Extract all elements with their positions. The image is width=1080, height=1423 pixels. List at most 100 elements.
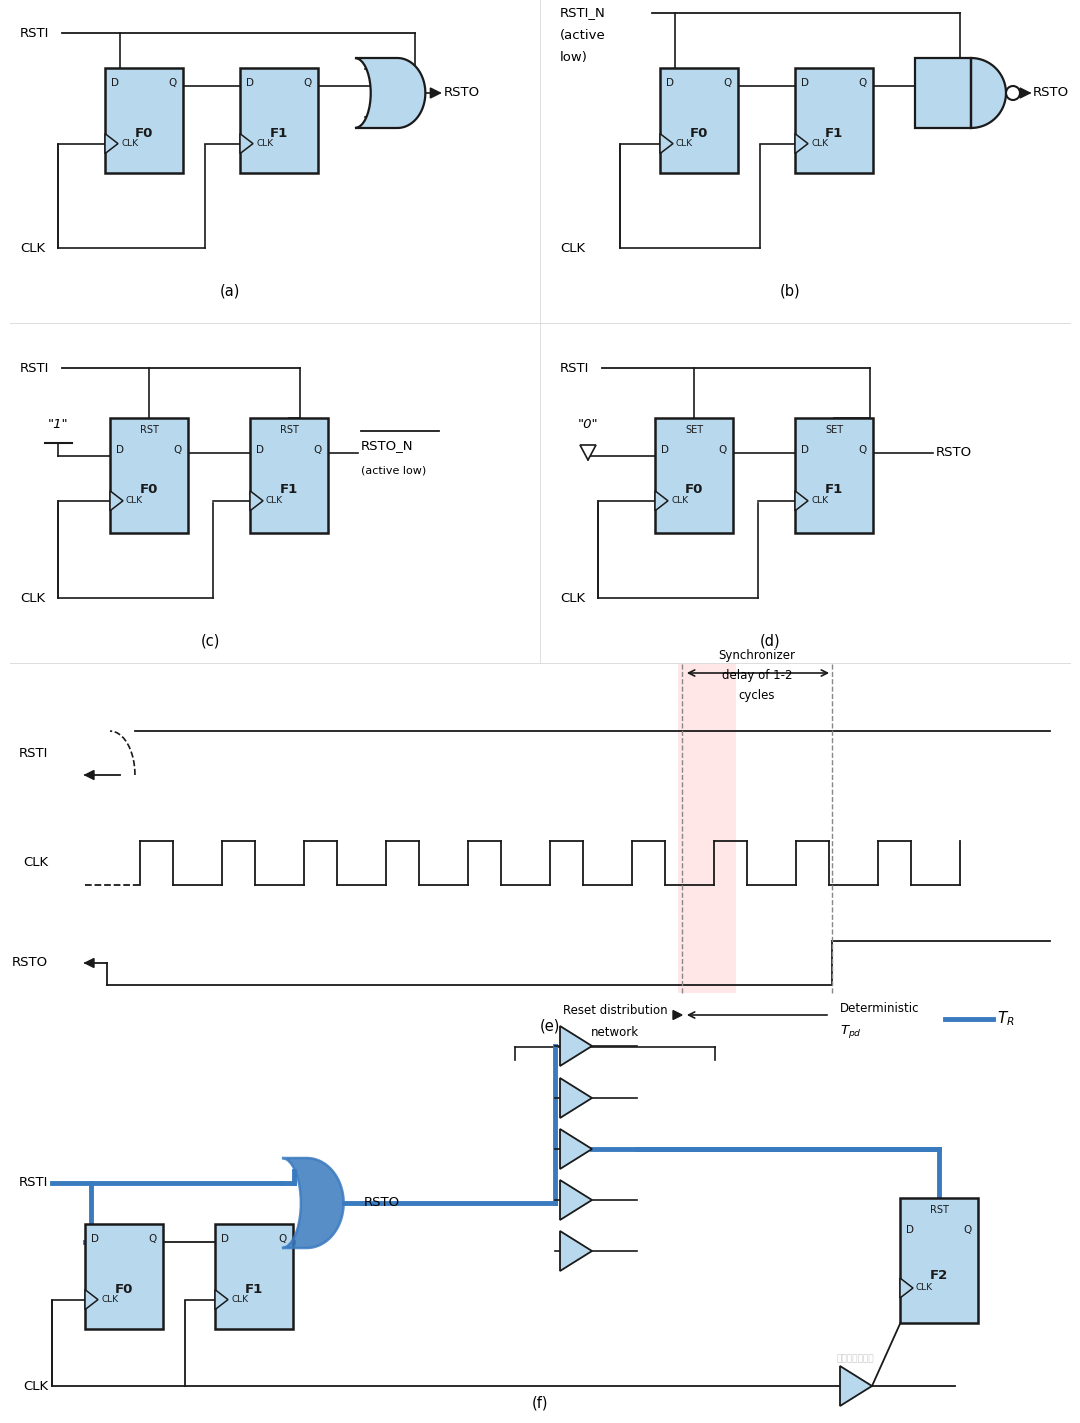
Text: F0: F0 — [139, 482, 158, 495]
Text: Reset distribution: Reset distribution — [563, 1005, 667, 1017]
Text: F0: F0 — [135, 127, 153, 139]
Text: D: D — [221, 1234, 229, 1244]
Text: RST: RST — [280, 425, 298, 435]
Text: F0: F0 — [114, 1282, 133, 1295]
Text: (active low): (active low) — [361, 465, 427, 477]
Bar — [795, 418, 873, 534]
Text: RSTO: RSTO — [1032, 87, 1069, 100]
Text: CLK: CLK — [811, 497, 828, 505]
Bar — [660, 68, 738, 174]
Text: RSTI: RSTI — [18, 1177, 48, 1190]
Text: (f): (f) — [531, 1396, 549, 1410]
Text: D: D — [91, 1234, 99, 1244]
Bar — [654, 418, 733, 534]
Bar — [110, 418, 188, 534]
Text: (active: (active — [561, 28, 606, 41]
Polygon shape — [85, 959, 94, 968]
Polygon shape — [1020, 88, 1030, 98]
Polygon shape — [561, 1079, 592, 1118]
Text: D: D — [906, 1225, 914, 1235]
Text: RSTI: RSTI — [18, 747, 48, 760]
Polygon shape — [673, 1010, 681, 1019]
Polygon shape — [660, 134, 673, 154]
Polygon shape — [654, 491, 669, 511]
Text: Q: Q — [859, 78, 867, 88]
Polygon shape — [85, 770, 94, 780]
Bar — [240, 68, 318, 174]
Text: CLK: CLK — [102, 1295, 118, 1303]
Text: "0": "0" — [578, 418, 598, 431]
Text: Q: Q — [174, 445, 183, 455]
Text: RSTO: RSTO — [444, 87, 480, 100]
Text: F0: F0 — [690, 127, 708, 139]
Text: low): low) — [561, 50, 588, 64]
Text: SET: SET — [825, 425, 843, 435]
Polygon shape — [915, 58, 1005, 128]
Text: F1: F1 — [270, 127, 288, 139]
Polygon shape — [795, 134, 808, 154]
Text: Q: Q — [314, 445, 322, 455]
Text: Q: Q — [963, 1225, 972, 1235]
Text: Q: Q — [279, 1234, 287, 1244]
Text: F1: F1 — [280, 482, 298, 495]
Text: CLK: CLK — [126, 497, 144, 505]
Text: (a): (a) — [220, 283, 240, 299]
Polygon shape — [249, 491, 264, 511]
Text: cycles: cycles — [739, 689, 775, 702]
Text: RSTI: RSTI — [561, 361, 590, 374]
Polygon shape — [85, 1289, 98, 1309]
Text: Q: Q — [168, 78, 177, 88]
Text: D: D — [116, 445, 124, 455]
Bar — [215, 1224, 293, 1329]
Text: Q: Q — [724, 78, 732, 88]
Text: "1": "1" — [48, 418, 68, 431]
Polygon shape — [561, 1231, 592, 1271]
Bar — [795, 68, 873, 174]
Text: Q: Q — [859, 445, 867, 455]
Text: F0: F0 — [685, 482, 703, 495]
Polygon shape — [282, 1158, 343, 1248]
Polygon shape — [110, 491, 123, 511]
Polygon shape — [900, 1278, 913, 1298]
Text: 数字芯片实验室: 数字芯片实验室 — [836, 1355, 874, 1363]
Text: RSTO: RSTO — [364, 1197, 400, 1210]
Text: CLK: CLK — [23, 1379, 48, 1393]
Text: D: D — [801, 78, 809, 88]
Text: RSTO: RSTO — [12, 956, 48, 969]
Text: Synchronizer: Synchronizer — [718, 649, 796, 662]
Polygon shape — [561, 1026, 592, 1066]
Polygon shape — [580, 445, 596, 460]
Text: F1: F1 — [825, 482, 843, 495]
Text: CLK: CLK — [121, 139, 138, 148]
Text: RSTI_N: RSTI_N — [561, 7, 606, 20]
Text: network: network — [591, 1026, 639, 1039]
Text: RST: RST — [930, 1205, 948, 1215]
Text: CLK: CLK — [811, 139, 828, 148]
Text: RST: RST — [139, 425, 159, 435]
Bar — [85, 1224, 163, 1329]
Polygon shape — [215, 1289, 228, 1309]
Text: CLK: CLK — [266, 497, 283, 505]
Text: Q: Q — [149, 1234, 157, 1244]
Text: $T_R$: $T_R$ — [997, 1010, 1015, 1029]
Text: Deterministic: Deterministic — [840, 1002, 919, 1015]
Text: (c): (c) — [200, 633, 219, 649]
Text: F2: F2 — [930, 1269, 948, 1282]
Polygon shape — [561, 1128, 592, 1170]
Text: RSTO: RSTO — [936, 447, 972, 460]
Text: F1: F1 — [825, 127, 843, 139]
Polygon shape — [430, 88, 441, 98]
Text: CLK: CLK — [23, 857, 48, 869]
Text: D: D — [801, 445, 809, 455]
Bar — [249, 418, 328, 534]
Text: $T_{pd}$: $T_{pd}$ — [840, 1023, 862, 1040]
Text: CLK: CLK — [21, 242, 45, 255]
Polygon shape — [840, 1366, 872, 1406]
Text: F1: F1 — [245, 1282, 264, 1295]
Circle shape — [1005, 85, 1020, 100]
Text: CLK: CLK — [676, 139, 693, 148]
Bar — [105, 68, 183, 174]
Text: RSTI: RSTI — [21, 27, 50, 40]
Text: D: D — [256, 445, 264, 455]
Text: CLK: CLK — [231, 1295, 248, 1303]
